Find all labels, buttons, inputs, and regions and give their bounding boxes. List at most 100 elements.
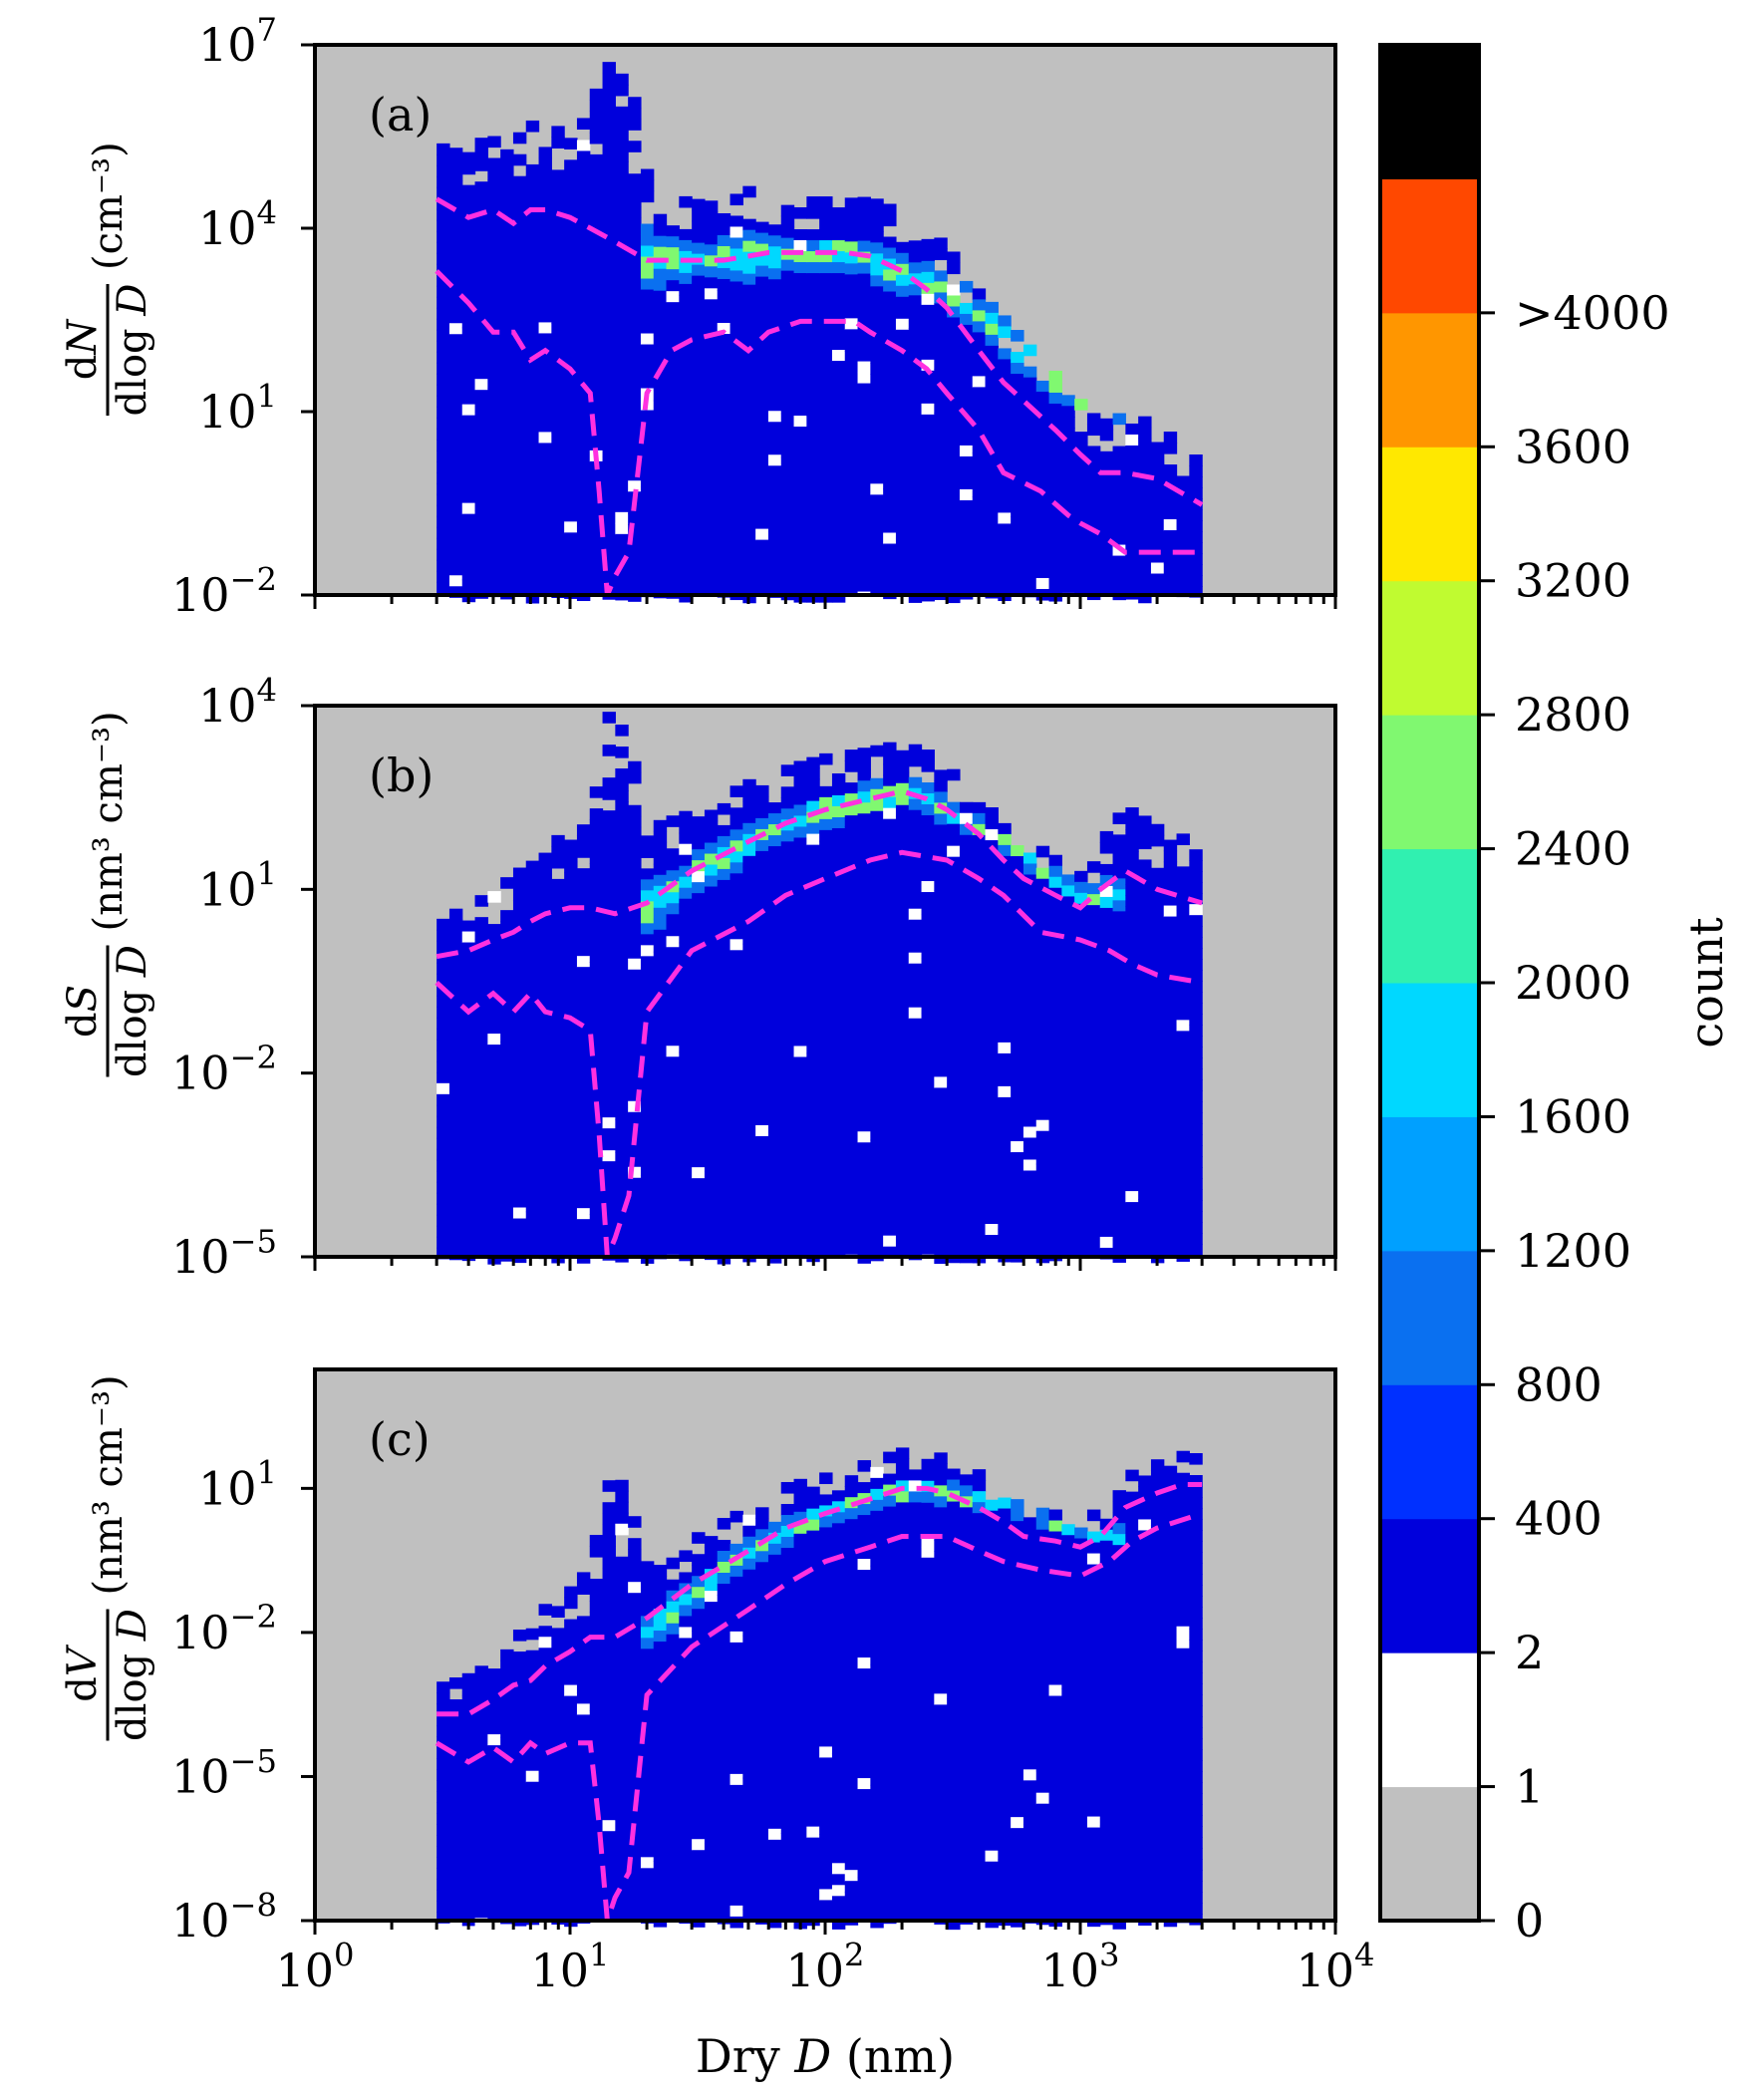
heatmap-cell: [589, 1148, 604, 1160]
heatmap-cell: [615, 988, 629, 1000]
heatmap-cell: [474, 1775, 488, 1787]
heatmap-cell: [1086, 555, 1101, 568]
heatmap-cell: [653, 1093, 668, 1106]
heatmap-cell: [934, 270, 948, 283]
heatmap-cell: [551, 1803, 565, 1815]
heatmap-cell: [831, 794, 846, 807]
heatmap-cell: [704, 831, 719, 844]
heatmap-cell: [934, 533, 948, 546]
heatmap-cell: [844, 274, 859, 286]
heatmap-cell: [1022, 1082, 1037, 1095]
heatmap-cell: [666, 1221, 680, 1233]
heatmap-cell: [1150, 442, 1165, 454]
heatmap-cell: [767, 934, 782, 946]
heatmap-cell: [755, 539, 769, 552]
heatmap-cell: [1048, 942, 1062, 955]
heatmap-cell: [819, 796, 833, 809]
heatmap-cell: [666, 434, 680, 446]
heatmap-cell: [895, 504, 910, 517]
heatmap-cell: [500, 1184, 514, 1196]
heatmap-cell: [640, 1616, 655, 1628]
heatmap-cell: [564, 1849, 578, 1862]
heatmap-cell: [500, 477, 514, 490]
heatmap-cell: [934, 1076, 948, 1089]
heatmap-cell: [1022, 907, 1037, 920]
heatmap-cell: [538, 432, 552, 445]
heatmap-cell: [666, 291, 680, 303]
heatmap-cell: [806, 196, 820, 208]
heatmap-cell: [640, 366, 655, 379]
heatmap-cell: [653, 1126, 668, 1139]
heatmap-cell: [717, 366, 731, 379]
heatmap-cell: [512, 1772, 527, 1784]
heatmap-cell: [1074, 1013, 1088, 1026]
heatmap-cell: [512, 384, 527, 397]
heatmap-cell: [947, 1075, 961, 1088]
heatmap-cell: [538, 388, 552, 401]
heatmap-cell: [895, 263, 910, 276]
heatmap-cell: [742, 1217, 756, 1230]
heatmap-cell: [551, 191, 565, 203]
heatmap-cell: [947, 1119, 961, 1132]
heatmap-cell: [538, 256, 552, 269]
heatmap-cell: [870, 418, 884, 430]
heatmap-cell: [819, 851, 833, 864]
heatmap-cell: [819, 416, 833, 428]
heatmap-cell: [653, 1017, 668, 1030]
heatmap-cell: [806, 383, 820, 395]
heatmap-cell: [793, 547, 807, 559]
heatmap-cell: [525, 1693, 540, 1706]
heatmap-cell: [525, 427, 540, 440]
heatmap-cell: [921, 436, 935, 449]
heatmap-cell: [921, 1056, 935, 1068]
heatmap-cell: [589, 1611, 604, 1624]
heatmap-cell: [895, 241, 910, 254]
heatmap-cell: [806, 998, 820, 1011]
heatmap-cell: [793, 405, 807, 417]
heatmap-cell: [793, 1199, 807, 1212]
heatmap-cell: [1176, 1031, 1190, 1043]
heatmap-cell: [793, 859, 807, 872]
heatmap-cell: [985, 972, 999, 984]
heatmap-cell: [972, 845, 987, 858]
heatmap-cell: [525, 1036, 540, 1049]
heatmap-cell: [1125, 829, 1139, 841]
heatmap-cell: [704, 518, 719, 530]
heatmap-cell: [857, 1098, 871, 1110]
heatmap-cell: [551, 1891, 565, 1903]
heatmap-cell: [653, 1104, 668, 1117]
heatmap-cell: [819, 251, 833, 263]
heatmap-cell: [831, 383, 846, 395]
heatmap-cell: [500, 510, 514, 523]
heatmap-cell: [474, 1852, 488, 1864]
heatmap-cell: [729, 237, 743, 250]
heatmap-cell: [857, 1164, 871, 1176]
heatmap-cell: [1150, 911, 1165, 924]
heatmap-cell: [615, 1240, 629, 1252]
heatmap-cell: [525, 1123, 540, 1136]
heatmap-cell: [615, 1665, 629, 1678]
heatmap-cell: [1099, 582, 1114, 595]
heatmap-cell: [704, 930, 719, 943]
heatmap-cell: [1011, 900, 1024, 912]
heatmap-cell: [947, 295, 961, 308]
heatmap-cell: [806, 1107, 820, 1120]
heatmap-cell: [742, 218, 756, 231]
heatmap-cell: [1150, 988, 1165, 1001]
heatmap-cell: [437, 1236, 450, 1249]
heatmap-cell: [692, 505, 706, 518]
heatmap-cell: [576, 1802, 591, 1814]
heatmap-cell: [767, 411, 782, 423]
heatmap-cell: [461, 469, 476, 482]
heatmap-cell: [692, 849, 706, 861]
heatmap-cell: [615, 478, 629, 491]
heatmap-cell: [704, 820, 719, 833]
heatmap-cell: [921, 1046, 935, 1057]
heatmap-cell: [538, 1867, 552, 1879]
heatmap-cell: [1074, 1199, 1088, 1212]
heatmap-cell: [538, 366, 552, 379]
heatmap-cell: [1112, 1218, 1126, 1230]
heatmap-cell: [729, 347, 743, 360]
heatmap-cell: [972, 1174, 987, 1187]
heatmap-cell: [1099, 1159, 1114, 1172]
